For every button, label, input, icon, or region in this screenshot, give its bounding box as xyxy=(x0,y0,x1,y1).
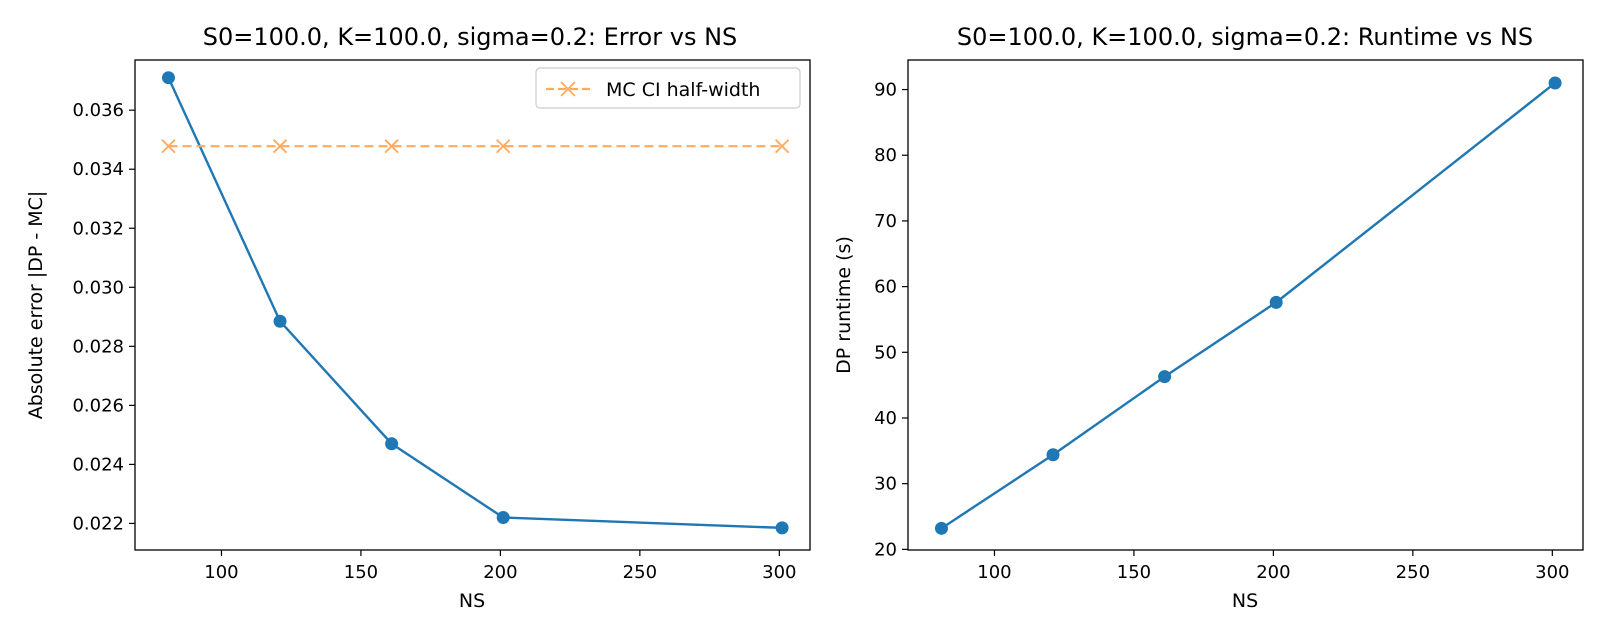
y-tick-label: 0.030 xyxy=(72,277,124,298)
x-tick-label: 300 xyxy=(1535,562,1569,583)
x-axis-label: NS xyxy=(459,590,485,612)
series-0-point xyxy=(934,521,948,535)
series-0-point xyxy=(385,437,399,451)
x-tick-label: 200 xyxy=(483,562,517,583)
plot-area: 100 150 200 250 300 20 30 40 50 60 70 80 90 xyxy=(874,76,1569,583)
y-tick-label: 0.024 xyxy=(72,454,124,475)
plot-area: 100 150 200 250 300 0.022 0.024 0.026 0.028 0.030… xyxy=(72,71,796,583)
y-tick-label: 0.036 xyxy=(72,100,124,121)
series-0-point xyxy=(161,71,175,85)
series-0-point xyxy=(1046,448,1060,462)
y-tick-label: 60 xyxy=(874,277,897,298)
y-tick-label: 90 xyxy=(874,80,897,101)
series-0-point xyxy=(775,521,789,535)
legend-marker-x xyxy=(560,81,576,97)
x-axis-label: NS xyxy=(1232,590,1258,612)
chart-title: S0=100.0, K=100.0, sigma=0.2: Runtime vs… xyxy=(957,23,1533,51)
axes-frame xyxy=(907,59,1584,551)
x-tick-label: 150 xyxy=(1117,562,1151,583)
x-tick-label: 300 xyxy=(762,562,796,583)
x-tick-label: 250 xyxy=(623,562,657,583)
series-1-point xyxy=(272,139,288,154)
y-tick-label: 0.032 xyxy=(72,218,124,239)
series-1-point xyxy=(161,139,176,154)
y-tick-label: 30 xyxy=(874,474,897,495)
y-axis-label: DP runtime (s) xyxy=(833,236,855,374)
x-tick-label: 100 xyxy=(977,562,1011,583)
y-tick-label: 0.022 xyxy=(72,513,124,534)
y-tick-label: 0.034 xyxy=(72,159,124,180)
series-0-point xyxy=(1548,76,1562,90)
error-chart: S0=100.0, K=100.0, sigma=0.2: Error vs N… xyxy=(25,23,811,612)
x-tick-label: 100 xyxy=(204,562,238,583)
series-1-point xyxy=(496,139,511,154)
y-tick-label: 0.026 xyxy=(72,395,124,416)
chart-title: S0=100.0, K=100.0, sigma=0.2: Error vs N… xyxy=(203,23,738,51)
y-tick-label: 20 xyxy=(874,539,897,560)
legend-box xyxy=(535,67,801,109)
series-0-point xyxy=(1158,370,1172,384)
x-tick-label: 150 xyxy=(344,562,378,583)
series-1-point xyxy=(384,139,399,154)
series-0-point xyxy=(496,511,510,525)
legend-label-mc-ci: MC CI half-width xyxy=(606,79,760,101)
x-tick-label: 250 xyxy=(1396,562,1430,583)
legend: MC CI half-width xyxy=(535,67,801,109)
y-axis-label: Absolute error |DP - MC| xyxy=(25,191,47,420)
y-tick-label: 0.028 xyxy=(72,336,124,357)
series-0-point xyxy=(1269,295,1283,309)
runtime-chart: S0=100.0, K=100.0, sigma=0.2: Runtime vs… xyxy=(833,23,1584,612)
axes-frame xyxy=(134,59,811,551)
y-tick-label: 80 xyxy=(874,145,897,166)
y-tick-label: 50 xyxy=(874,342,897,363)
x-tick-label: 200 xyxy=(1256,562,1290,583)
series-1-point xyxy=(774,139,790,154)
series-0-point xyxy=(273,314,287,328)
y-tick-label: 40 xyxy=(874,408,897,429)
y-tick-label: 70 xyxy=(874,211,897,232)
